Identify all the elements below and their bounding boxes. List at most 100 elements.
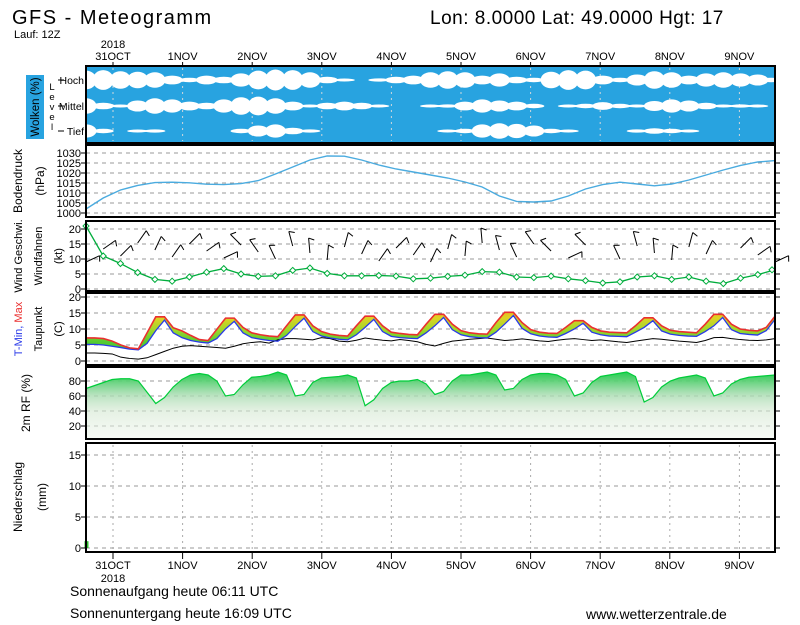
cloud-blob [299, 129, 321, 133]
cloud-blob [420, 104, 441, 108]
tick-label: 80 [69, 376, 81, 388]
cloud-blob [678, 75, 700, 85]
cloud-blob [230, 73, 252, 87]
wind-barb-feather [288, 231, 295, 233]
cloud-blob [523, 103, 545, 109]
wind-barbs-label: Windfahnen [33, 227, 45, 286]
cloud-blob [299, 104, 321, 108]
wind-barb-feather [421, 242, 426, 249]
wind-speed-label: Wind Geschwi. [13, 219, 25, 292]
cloud-blob [282, 101, 304, 111]
cloud-blob [488, 123, 510, 139]
cloud-blob [712, 104, 734, 108]
wind-unit-label: (kt) [53, 248, 65, 264]
cloud-blob [661, 99, 683, 113]
wind-barb-feather [574, 231, 581, 235]
bottom-date-label: 3NOV [307, 560, 338, 572]
wind-barb-staff [308, 238, 311, 254]
wind-barb-staff [326, 245, 329, 261]
top-date-label: 5NOV [446, 51, 477, 63]
wind-marker [409, 275, 417, 283]
cloud-blob [471, 99, 493, 113]
wind-marker [306, 264, 314, 272]
bottom-date-label: 2NOV [237, 560, 268, 572]
wind-barb-staff [774, 255, 789, 263]
level-label-letter: l [51, 122, 53, 133]
cloud-blob [661, 128, 683, 134]
wind-barbs [85, 227, 790, 263]
cloud-blob [643, 71, 665, 89]
panel-border-wind [85, 220, 776, 292]
wolken-label-chip [26, 75, 44, 139]
bottom-date-label: 6NOV [516, 560, 547, 572]
cloud-blob [247, 70, 269, 90]
cloud-blob [506, 101, 528, 111]
temp-unit-label: (C) [53, 321, 65, 336]
wind-barb-staff [378, 248, 388, 262]
wind-marker [357, 272, 366, 280]
wind-marker [702, 277, 710, 285]
cloud-blob [523, 125, 545, 137]
wind-barb-staff [447, 234, 453, 250]
wind-marker [650, 272, 659, 280]
wind-barb-staff [206, 241, 220, 252]
wind-barb-feather [145, 230, 150, 237]
top-date-label: 6NOV [516, 51, 547, 63]
cloud-blob [471, 75, 493, 85]
cloud-blob [161, 75, 183, 85]
tick-label: 1020 [57, 168, 81, 180]
wind-marker [444, 272, 452, 281]
panel-border-pressure [85, 144, 776, 218]
tick-label: 0 [75, 284, 81, 296]
cloud-blob [540, 71, 562, 89]
bottom-date-label: 7NOV [585, 560, 616, 572]
cloud-blob [196, 75, 218, 85]
wind-marker [495, 268, 504, 276]
wind-barb-staff [574, 234, 586, 246]
tick-label: 1025 [57, 158, 81, 170]
cloud-blob [264, 98, 286, 114]
cloud-blob [592, 75, 614, 85]
tick-label: 15 [69, 308, 81, 320]
website-link[interactable]: www.wetterzentrale.de [585, 606, 727, 622]
wind-barb-staff [102, 239, 116, 250]
cloud-blob [299, 72, 321, 88]
wind-barb-feather [367, 240, 373, 246]
wind-barb-feather [540, 237, 547, 241]
humidity-label: 2m RF (%) [19, 374, 33, 432]
precip-label: Niederschlag [11, 462, 25, 532]
wind-barb-feather [633, 231, 640, 233]
wind-marker [581, 276, 590, 285]
wind-barb-staff [652, 238, 655, 254]
cloud-row-label: Hoch [59, 75, 84, 87]
wind-barb-staff [632, 231, 638, 247]
wind-barb-staff [524, 231, 535, 245]
dewpoint-curve [86, 336, 776, 360]
tick-label: 15 [69, 239, 81, 251]
cloud-blob [178, 77, 200, 83]
cloud-blob [609, 77, 631, 83]
cloud-blob [695, 73, 717, 87]
wind-marker [151, 275, 159, 284]
top-date-label: 31OCT [95, 51, 131, 63]
cloud-blob [437, 104, 459, 108]
cloud-blob [626, 129, 648, 133]
bottom-date-label: 8NOV [655, 560, 686, 572]
wind-barb-staff [464, 241, 467, 257]
tick-label: 20 [69, 224, 81, 236]
pressure-curve [85, 155, 776, 210]
cloud-blob [557, 104, 579, 108]
cloud-blob [575, 70, 597, 90]
humidity-area [86, 372, 775, 439]
cloud-blob [747, 104, 769, 108]
cloud-blob [661, 72, 683, 88]
cloud-blob [488, 100, 510, 112]
cloud-blob [471, 124, 493, 138]
bottom-date-label: 31OCT [95, 560, 131, 572]
cloud-blob [196, 102, 218, 110]
wind-marker [530, 273, 538, 282]
bottom-date-label: 5NOV [446, 560, 477, 572]
wind-barb-staff [430, 248, 438, 263]
cloud-blob [282, 127, 304, 135]
cloud-blob [437, 129, 459, 133]
